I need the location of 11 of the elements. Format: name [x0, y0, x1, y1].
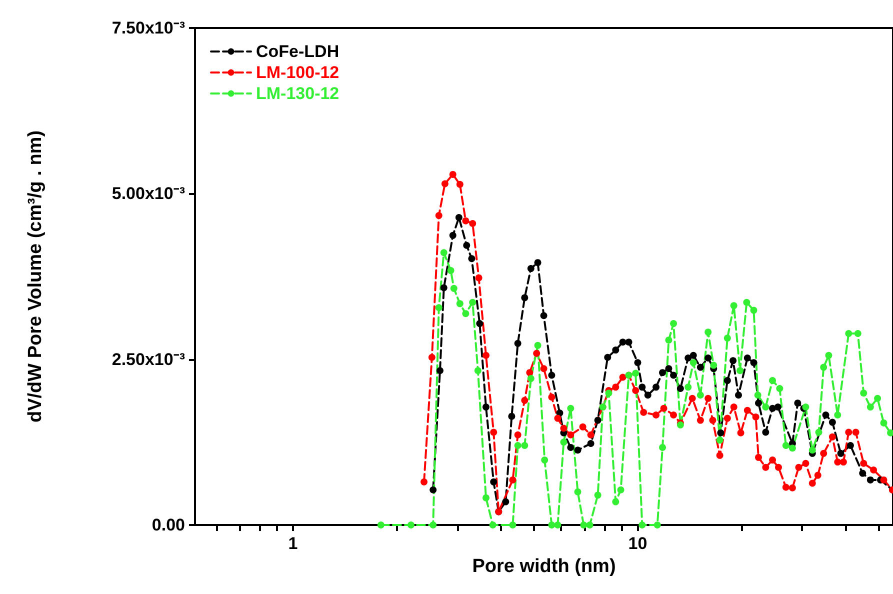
x-tick-label: 10 [628, 534, 648, 553]
legend-label: LM-130-12 [256, 84, 340, 103]
y-tick-label: 2.50x10⁻³ [112, 350, 186, 369]
y-tick-label: 5.00x10⁻³ [112, 184, 186, 204]
legend-label: LM-100-12 [256, 63, 340, 82]
x-axis-title: Pore width (nm) [472, 556, 616, 577]
x-tick-label: 1 [288, 534, 298, 553]
y-tick-label: 0.00 [152, 516, 185, 534]
y-axis-title: dV/dW Pore Volume (cm³/g . nm) [25, 130, 46, 423]
y-tick-label: 7.50x10⁻³ [112, 18, 186, 38]
legend-label: CoFe-LDH [256, 42, 340, 61]
